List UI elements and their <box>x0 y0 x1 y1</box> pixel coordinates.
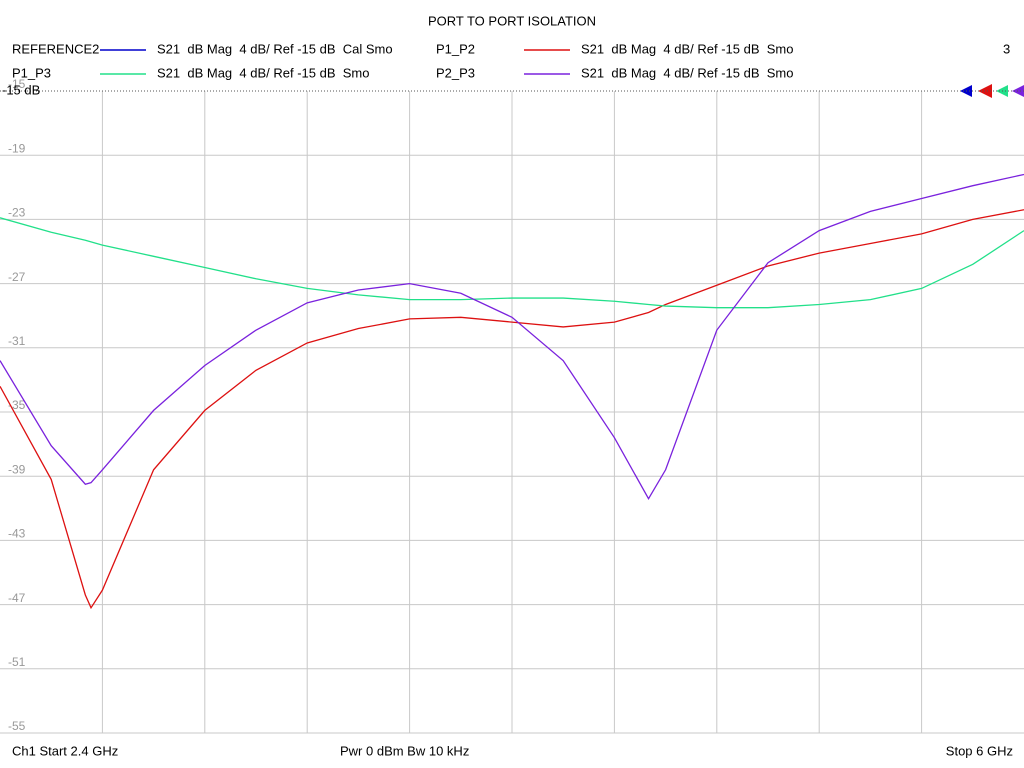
legend-name: P1_P3 <box>12 65 51 80</box>
footer-start: Ch1 Start 2.4 GHz <box>12 743 118 758</box>
footer-stop: Stop 6 GHz <box>946 743 1013 758</box>
legend-trace-label: S21 dB Mag 4 dB/ Ref -15 dB Smo <box>581 65 793 80</box>
y-tick-label: -27 <box>8 270 26 284</box>
legend-entry: P1_P2 S21 dB Mag 4 dB/ Ref -15 dB Smo <box>436 41 793 56</box>
legend-entry: P2_P3 S21 dB Mag 4 dB/ Ref -15 dB Smo <box>436 65 793 80</box>
legend-trace-label: S21 dB Mag 4 dB/ Ref -15 dB Smo <box>581 41 793 56</box>
trace <box>0 173 1024 500</box>
y-tick-label: -23 <box>8 206 26 220</box>
y-tick-label: -55 <box>8 719 26 733</box>
window-number: 3 <box>1003 41 1010 56</box>
trace <box>0 217 1024 309</box>
legend-entry: REFERENCE2 S21 dB Mag 4 dB/ Ref -15 dB Ca… <box>12 41 393 56</box>
footer-power: Pwr 0 dBm Bw 10 kHz <box>340 743 469 758</box>
legend-entry: P1_P3 S21 dB Mag 4 dB/ Ref -15 dB Smo <box>12 65 369 80</box>
y-tick-label: -47 <box>8 591 26 605</box>
legend-trace-label: S21 dB Mag 4 dB/ Ref -15 dB Smo <box>157 65 369 80</box>
reference-label: -15 dB <box>2 82 40 97</box>
y-tick-label: -15 <box>8 77 26 91</box>
plot: -15-19-23-27-31-35-39-43-47-51-55-15 dBR… <box>0 41 1024 734</box>
trace <box>0 209 1024 610</box>
legend-trace-label: S21 dB Mag 4 dB/ Ref -15 dB Cal Smo <box>157 41 393 56</box>
chart-title: PORT TO PORT ISOLATION <box>428 13 596 28</box>
legend-name: P2_P3 <box>436 65 475 80</box>
y-tick-label: -19 <box>8 141 26 155</box>
y-tick-label: -31 <box>8 334 26 348</box>
legend-name: P1_P2 <box>436 41 475 56</box>
y-tick-label: -39 <box>8 462 26 476</box>
y-tick-label: -51 <box>8 655 26 669</box>
y-tick-label: -43 <box>8 527 26 541</box>
legend-name: REFERENCE2 <box>12 41 99 56</box>
